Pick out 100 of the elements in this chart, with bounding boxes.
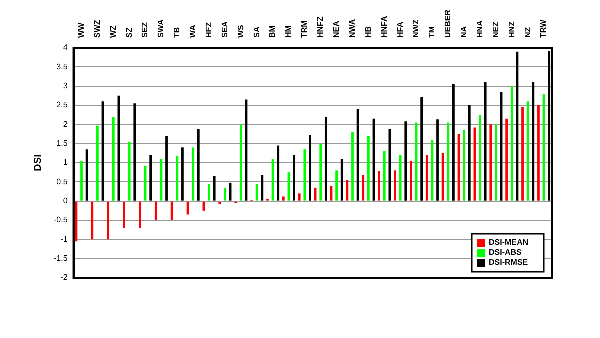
x-tick-label: TM	[428, 26, 437, 38]
x-tick-label: WS	[236, 24, 246, 38]
bar	[510, 86, 514, 201]
bar	[378, 171, 381, 201]
bar	[426, 155, 428, 201]
bar	[526, 102, 530, 201]
bar	[282, 196, 285, 201]
y-tick-label: -2	[60, 273, 68, 282]
bar	[388, 129, 392, 201]
bar	[404, 122, 408, 201]
bar	[362, 175, 365, 201]
y-tick-label: -0.5	[54, 216, 68, 225]
bar	[213, 176, 216, 201]
bar	[208, 184, 210, 201]
x-tick-label: UEBER	[444, 10, 453, 38]
x-tick-label: WW	[76, 22, 86, 38]
bar	[304, 150, 306, 201]
x-tick-label: NZ	[523, 27, 532, 38]
x-tick-label: SZ	[124, 28, 134, 38]
x-tick-label: HB	[364, 26, 373, 38]
bar	[192, 148, 195, 201]
y-tick-label: 3	[63, 82, 68, 91]
bar	[128, 142, 131, 201]
bar	[80, 161, 83, 201]
bar	[346, 180, 349, 201]
y-tick-label: 2.5	[56, 100, 68, 110]
bar	[468, 106, 471, 201]
bar	[479, 115, 482, 201]
bar	[134, 104, 136, 201]
x-tick-label: SEA	[220, 21, 230, 38]
legend-label: DSI-ABS	[489, 248, 523, 258]
y-tick-label: -1	[60, 234, 68, 244]
bar	[224, 188, 226, 201]
bar	[490, 124, 492, 201]
bar	[154, 202, 158, 220]
x-tick-label: BM	[268, 25, 278, 38]
bar	[170, 202, 174, 220]
bar	[150, 155, 152, 201]
bar	[336, 170, 338, 201]
bar	[320, 144, 322, 201]
x-tick-label: HFZ	[204, 22, 214, 38]
bar	[166, 136, 168, 201]
bar	[352, 132, 354, 201]
y-tick-label: 1.5	[56, 139, 68, 148]
bar	[442, 153, 444, 201]
bar	[91, 202, 94, 240]
bar	[532, 82, 535, 201]
x-tick-label: HNZ	[507, 21, 516, 38]
bar	[410, 161, 412, 201]
x-tick-label: TRM	[300, 20, 310, 38]
x-tick-label: NWA	[348, 19, 357, 38]
bar	[75, 202, 78, 242]
bar	[399, 155, 402, 201]
y-tick-label: 1	[63, 158, 68, 168]
bar	[538, 106, 540, 201]
x-tick-label: NWZ	[412, 20, 421, 38]
bar	[367, 136, 370, 201]
bar	[383, 152, 386, 201]
x-tick-label: HNFA	[380, 16, 389, 38]
x-tick-label: SEZ	[140, 22, 150, 38]
bar	[112, 117, 115, 201]
bar	[394, 170, 396, 201]
legend-label: DSI-RMSE	[489, 258, 529, 268]
x-tick-label: SA	[252, 26, 262, 38]
y-tick-label: 0	[63, 196, 68, 206]
bar	[447, 122, 450, 201]
x-tick-label: HNA	[475, 20, 484, 38]
bar	[522, 107, 524, 201]
x-tick-label: WZ	[108, 25, 118, 38]
x-tick-label: SWZ	[92, 20, 102, 38]
bar	[107, 202, 110, 240]
bar	[197, 129, 200, 201]
bar	[420, 97, 424, 201]
bar	[324, 117, 328, 201]
bar	[495, 124, 498, 201]
x-tick-label: WA	[188, 24, 198, 38]
x-tick-label: HNFZ	[316, 16, 326, 38]
x-tick-label: TRW	[539, 19, 548, 38]
bar	[277, 146, 280, 201]
x-tick-label: TB	[172, 27, 182, 38]
y-axis-title: DSI	[32, 154, 44, 172]
bar	[261, 175, 264, 201]
bar	[218, 202, 222, 204]
legend-label: DSI-MEAN	[489, 238, 529, 248]
bar	[176, 156, 179, 201]
bar	[293, 155, 296, 201]
x-tick-label: HFA	[396, 22, 405, 38]
bar	[484, 82, 487, 201]
bar	[298, 194, 301, 201]
bar	[123, 202, 126, 228]
bar	[436, 120, 439, 201]
bar	[340, 159, 344, 201]
x-tick-label: SWA	[156, 20, 166, 38]
y-tick-label: 3.5	[56, 62, 68, 72]
bar	[356, 109, 360, 201]
bar	[139, 202, 142, 228]
bar	[96, 126, 99, 201]
bar	[452, 84, 455, 201]
x-tick-label: NA	[460, 26, 469, 38]
y-tick-label: 2	[63, 120, 68, 129]
